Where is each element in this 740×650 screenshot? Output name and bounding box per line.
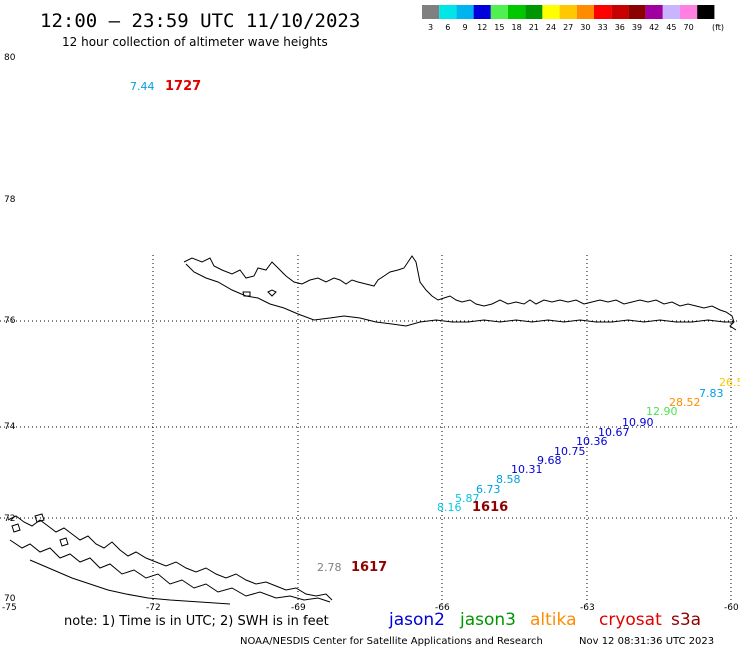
satellite-jason2: jason2 [388,610,445,630]
footer-note: note: 1) Time is in UTC; 2) SWH is in fe… [64,614,329,629]
lon-label-72: -72 [146,603,161,613]
legend-swatch [594,5,612,19]
baffin-inland [29,559,231,605]
legend-swatch [422,5,440,19]
greenland-coast [183,255,737,331]
legend-swatch [662,5,680,19]
legend-swatch [542,5,560,19]
legend-swatch [559,5,577,19]
legend-swatch [680,5,698,19]
lat-label-78: 78 [4,195,16,205]
islet-3 [59,537,69,547]
wave-height-value: 10.75 [554,445,586,458]
satellite-s3a: s3a [671,610,701,630]
wave-height-value: 8.16 [437,501,462,514]
islet-2 [34,513,45,523]
lat-label-76: 76 [4,316,16,326]
legend-label: 9 [462,23,467,32]
wave-height-value: 10.36 [576,435,608,448]
legend-swatch [628,5,646,19]
legend-label: 42 [649,23,659,32]
legend-label: 36 [615,23,625,32]
wave-height-value: 9.68 [537,454,562,467]
legend-label: 39 [632,23,642,32]
pass-time-label: 1617 [351,560,387,575]
baffin-fjords [9,539,331,603]
wave-height-value: 6.73 [476,483,501,496]
map-title: 12:00 – 23:59 UTC 11/10/2023 [40,10,360,32]
wave-height-value: 8.58 [496,473,521,486]
wave-height-value: 28.52 [669,396,701,409]
lon-label-63: -63 [580,603,595,613]
legend-swatch [439,5,457,19]
island-2 [267,289,277,297]
legend-swatch [490,5,508,19]
pass-time-label: 1727 [165,79,201,94]
legend-label: 21 [529,23,539,32]
wave-height-value: 5.87 [455,492,480,505]
lat-label-80: 80 [4,53,16,63]
legend-label: 18 [512,23,522,32]
lat-label-74: 74 [4,422,16,432]
lon-label-60: -60 [724,603,739,613]
legend-label: 33 [598,23,608,32]
legend-label: 30 [580,23,590,32]
wave-height-value: 2.78 [317,561,342,574]
wave-height-value: 10.31 [511,463,543,476]
baffin-coast [7,515,333,601]
pass-time-label: 1616 [472,500,508,515]
legend-label: 27 [563,23,573,32]
lon-label-69: -69 [291,603,306,613]
lon-label-66: -66 [435,603,450,613]
wave-height-value: 12.90 [646,405,678,418]
legend-label: 15 [494,23,504,32]
pass-times: 1727 1616 1617 [165,79,508,575]
satellite-cryosat: cryosat [599,610,662,630]
lat-label-70: 70 [4,594,16,604]
legend-label: 6 [445,23,450,32]
lon-label-75: -75 [2,603,17,613]
legend-label: 12 [477,23,487,32]
islet-1 [11,523,21,533]
satellite-jason3: jason3 [459,610,516,630]
satellite-altika: altika [530,610,577,630]
footer-credit: NOAA/NESDIS Center for Satellite Applica… [240,636,543,647]
greenland-coast-south [185,263,734,327]
wave-height-value: 10.90 [622,416,654,429]
legend-swatch [645,5,663,19]
legend-swatch [611,5,629,19]
wave-height-legend: 3 6 9 12 15 18 21 24 27 30 33 36 39 42 45 70 [422,5,715,32]
wave-height-value: 7.83 [699,387,724,400]
footer-timestamp: Nov 12 08:31:36 UTC 2023 [579,636,714,647]
legend-swatch [456,5,474,19]
observations: 7.44 26.5 7.83 28.52 12.90 10.90 10.67 1… [130,80,740,574]
wave-height-value: 10.67 [598,426,630,439]
island-1 [242,291,251,297]
legend-swatch [508,5,526,19]
legend-label: 45 [666,23,676,32]
lat-label-72: 72 [4,514,15,524]
legend-swatch [576,5,594,19]
legend-swatch [525,5,543,19]
legend-label: 3 [428,23,433,32]
legend-label: 24 [546,23,556,32]
legend-swatch [473,5,491,19]
map-subtitle: 12 hour collection of altimeter wave hei… [62,35,328,49]
legend-label: 70 [684,23,694,32]
legend-unit: (ft) [712,23,724,32]
coastlines [7,255,737,605]
wave-height-value: 26.5 [719,376,740,389]
wave-height-value: 7.44 [130,80,155,93]
legend-swatch [697,5,715,19]
